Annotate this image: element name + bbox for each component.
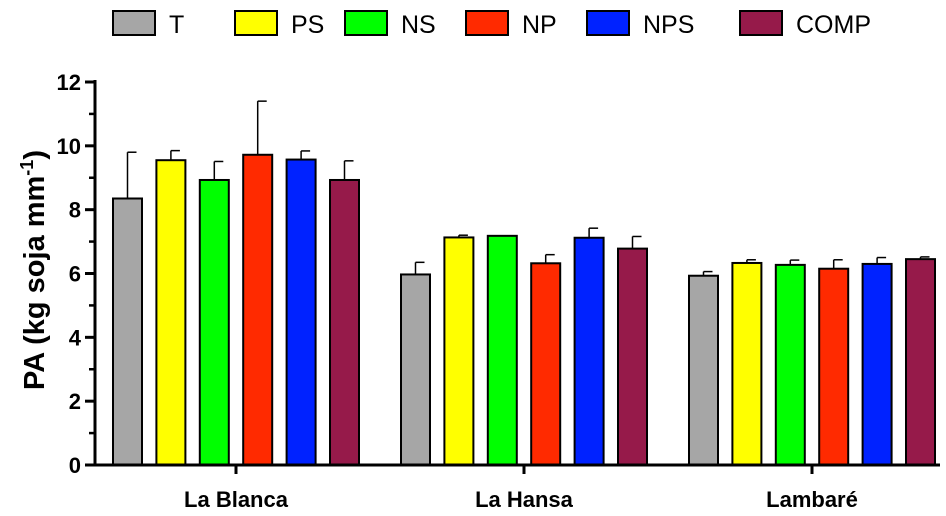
y-tick-label-4: 4	[69, 325, 82, 350]
error-bar-comp-0	[343, 160, 354, 180]
error-bar-ns-0	[213, 160, 224, 180]
legend-swatch-comp	[739, 10, 783, 36]
error-bar-np-1	[544, 253, 555, 264]
legend-swatch-np	[465, 10, 509, 36]
y-tick-label-8: 8	[69, 198, 81, 223]
bar-nps-1	[573, 236, 605, 466]
legend-item-t: T	[112, 10, 184, 39]
error-bar-np-0	[256, 100, 267, 155]
error-bar-t-0	[126, 151, 137, 199]
error-bar-np-2	[832, 259, 843, 269]
y-tick-label-10: 10	[57, 134, 81, 159]
legend-label-nps: NPS	[643, 11, 694, 39]
y-tick-label-0: 0	[69, 453, 81, 478]
bar-comp-1	[617, 247, 648, 466]
y-axis-label: PA (kg soja mm-1)	[17, 150, 51, 390]
bar-ps-0	[155, 159, 187, 466]
legend-item-nps: NPS	[586, 10, 694, 39]
bars-group	[112, 100, 936, 467]
error-bar-nps-2	[876, 256, 887, 264]
y-axis-label-main: PA (kg soja mm	[19, 176, 51, 390]
bar-ns-2	[774, 263, 806, 466]
legend-label-comp: COMP	[796, 11, 871, 39]
bar-t-0	[112, 197, 143, 467]
bar-nps-2	[861, 262, 893, 466]
legend-item-comp: COMP	[739, 10, 871, 39]
legend-item-ns: NS	[344, 10, 436, 39]
error-bar-t-2	[702, 270, 713, 276]
bar-ps-1	[443, 236, 475, 466]
y-axis-label-close: )	[19, 150, 51, 160]
legend-label-ns: NS	[401, 11, 436, 39]
error-bar-comp-2	[919, 256, 930, 260]
legend-swatch-ns	[344, 10, 388, 36]
x-tick-label-2: Lambaré	[766, 487, 858, 512]
error-bar-nps-1	[588, 227, 599, 238]
y-tick-label-2: 2	[69, 389, 81, 414]
legend-label-ps: PS	[291, 11, 324, 39]
legend-swatch-t	[112, 10, 156, 36]
bar-ps-2	[731, 261, 763, 466]
error-bar-comp-1	[631, 235, 642, 249]
bar-comp-0	[329, 178, 360, 466]
bar-comp-2	[905, 258, 936, 467]
bar-np-2	[818, 267, 850, 466]
error-bar-ns-2	[789, 259, 800, 265]
y-tick-label-12: 12	[57, 70, 81, 95]
error-bar-nps-0	[300, 150, 311, 160]
bar-ns-0	[198, 178, 230, 466]
y-tick-label-6: 6	[69, 262, 81, 287]
legend-label-np: NP	[522, 11, 557, 39]
legend-swatch-nps	[586, 10, 630, 36]
axes-group: 0 2 4 6 8 10 12 La Blanca La Hansa Lambaré	[57, 70, 940, 512]
x-tick-label-0: La Blanca	[184, 487, 289, 512]
legend-item-ps: PS	[234, 10, 324, 39]
bar-t-1	[400, 273, 431, 466]
legend-swatch-ps	[234, 10, 278, 36]
error-bar-ps-0	[170, 149, 180, 161]
error-bar-t-1	[414, 261, 425, 275]
bar-nps-0	[285, 158, 317, 466]
legend-item-np: NP	[465, 10, 557, 39]
y-axis-title: PA (kg soja mm-1)	[17, 150, 51, 390]
legend: T PS NS NP NPS COMP	[112, 10, 871, 39]
error-bar-ps-1	[458, 234, 468, 238]
bar-np-0	[242, 153, 274, 467]
y-axis-label-superscript: -1	[17, 160, 37, 176]
bar-np-1	[530, 262, 562, 466]
bar-ns-1	[486, 234, 518, 466]
legend-label-t: T	[169, 11, 184, 39]
bar-t-2	[688, 274, 719, 466]
error-bar-ps-2	[746, 259, 756, 263]
x-tick-label-1: La Hansa	[475, 487, 574, 512]
